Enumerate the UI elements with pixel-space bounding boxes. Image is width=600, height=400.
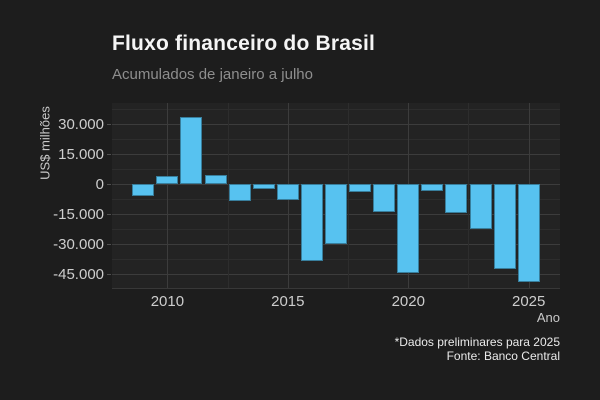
- gridline-y-minor: [112, 109, 560, 111]
- y-tick-label: -45.000: [53, 266, 104, 284]
- chart-title: Fluxo financeiro do Brasil: [112, 32, 376, 55]
- bar-2012[interactable]: [204, 175, 227, 185]
- x-tick-label: 2020: [391, 293, 425, 310]
- bar-2018[interactable]: [349, 184, 372, 193]
- bar-2009[interactable]: [132, 184, 155, 197]
- x-tick-label: 2025: [512, 293, 546, 310]
- gridline-x-minor: [227, 103, 229, 288]
- gridline-y-minor: [112, 139, 560, 141]
- x-tick-label: 2010: [150, 293, 185, 310]
- x-axis-title: Ano: [536, 310, 560, 325]
- y-tick-mark: [107, 124, 111, 126]
- plot-panel: [112, 103, 560, 289]
- bar-2025[interactable]: [517, 184, 540, 283]
- gridline-x-minor: [348, 103, 350, 288]
- caption-source: Fonte: Banco Central: [446, 349, 560, 363]
- bar-2024[interactable]: [493, 184, 516, 270]
- bar-2013[interactable]: [228, 184, 251, 202]
- y-tick-mark: [107, 274, 111, 276]
- caption-preliminary-note: *Dados preliminares para 2025: [394, 335, 560, 349]
- gridline-y-major: [112, 274, 560, 276]
- chart-caption: *Dados preliminares para 2025 Fonte: Ban…: [395, 335, 560, 363]
- y-tick-label: 0: [95, 176, 104, 194]
- bar-2019[interactable]: [373, 184, 396, 213]
- bar-2016[interactable]: [300, 184, 323, 262]
- y-tick-label: 15.000: [58, 146, 104, 164]
- gridline-x-major: [167, 103, 169, 288]
- y-tick-mark: [107, 214, 111, 216]
- y-tick-label: -15.000: [53, 206, 104, 224]
- bar-2015[interactable]: [276, 184, 299, 201]
- chart-subtitle: Acumulados de janeiro a julho: [112, 66, 313, 83]
- bar-2023[interactable]: [469, 184, 492, 230]
- bar-2014[interactable]: [252, 184, 275, 190]
- bar-2021[interactable]: [421, 184, 444, 192]
- gridline-y-minor: [112, 259, 560, 261]
- gridline-y-minor: [112, 169, 560, 171]
- bar-2011[interactable]: [180, 117, 203, 185]
- gridline-y-major: [112, 124, 560, 126]
- y-tick-mark: [107, 244, 111, 246]
- gridline-y-major: [112, 154, 560, 156]
- gridline-y-major: [112, 244, 560, 246]
- x-tick-label: 2015: [271, 293, 305, 310]
- y-tick-label: 30.000: [58, 116, 104, 134]
- bar-2010[interactable]: [156, 176, 179, 185]
- gridline-x-minor: [468, 103, 470, 288]
- bar-2020[interactable]: [397, 184, 420, 274]
- y-tick-label: -30.000: [53, 236, 104, 254]
- y-tick-mark: [107, 154, 111, 156]
- y-tick-mark: [107, 184, 111, 186]
- bar-2022[interactable]: [445, 184, 468, 214]
- bar-2017[interactable]: [325, 184, 347, 245]
